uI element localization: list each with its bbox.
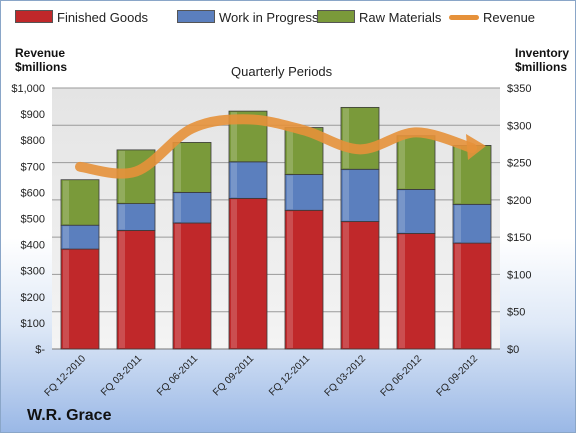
right-tick-label: $150 [507,232,531,244]
bar-raw [396,135,436,190]
legend-raw-materials: Raw Materials [317,10,441,25]
bar-finished [228,197,268,350]
right-axis-title: Inventory $millions [515,46,569,74]
x-tick-label: FQ 03-2011 [99,353,144,398]
bar-finished [284,209,324,350]
legend-finished-goods: Finished Goods [15,10,148,25]
bar-highlight [287,128,293,174]
bar-highlight [455,205,461,243]
bar-highlight [119,204,125,230]
bar-highlight [343,170,349,221]
x-tick-label: FQ 06-2012 [379,353,425,399]
right-tick-label: $250 [507,158,531,170]
x-tick-label: FQ 12-2010 [43,353,89,399]
company-name: W.R. Grace [27,407,112,424]
bar-highlight [399,190,405,233]
left-tick-label: $600 [21,187,45,199]
right-tick-label: $100 [507,269,531,281]
right-tick-label: $0 [507,344,519,356]
bar-finished [396,233,436,350]
bar-highlight [231,112,237,161]
bar-highlight [175,223,181,348]
bar-highlight [343,222,349,348]
legend-label-raw: Raw Materials [359,10,442,25]
bar-finished [116,230,156,350]
bar-wip [452,203,492,244]
bar-finished [340,221,380,350]
bar-highlight [175,143,181,192]
right-axis-title-line2: $millions [515,60,568,74]
right-tick-label: $50 [507,307,525,319]
bar-highlight [231,199,237,348]
plot-title: Quarterly Periods [231,64,333,79]
bar-raw [172,142,212,193]
bar-highlight [343,108,349,169]
x-tick-label: FQ 09-2011 [211,353,256,398]
revenue-line [75,114,477,179]
left-tick-label: $1,000 [11,83,45,95]
legend-revenue: Revenue [449,10,535,25]
bar-highlight [119,231,125,348]
right-tick-label: $200 [507,195,531,207]
bar-highlight [399,234,405,348]
left-tick-label: $500 [21,214,45,226]
left-tick-label: $100 [21,318,45,330]
bar-raw [60,179,100,226]
left-axis-title-line2: $millions [15,60,68,74]
right-axis-title-line1: Inventory [515,46,570,60]
x-tick-label: FQ 12-2011 [267,353,312,398]
left-tick-label: $400 [21,240,45,252]
bar-highlight [287,175,293,210]
bar-finished [172,222,212,350]
bar-finished [452,242,492,350]
left-axis-title-line1: Revenue [15,46,66,60]
x-tick-label: FQ 03-2012 [323,353,369,399]
bar-highlight [455,146,461,204]
legend-swatch-revenue [449,15,479,20]
left-tick-label: $300 [21,266,45,278]
bar-highlight [175,193,181,222]
bar-highlight [455,244,461,348]
left-axis-title: Revenue $millions [15,46,67,74]
bar-wip [284,174,324,211]
x-tick-label: FQ 09-2012 [435,353,481,399]
left-tick-label: $900 [21,109,45,121]
left-tick-label: $200 [21,292,45,304]
x-tick-label: FQ 06-2011 [155,353,200,398]
legend-swatch-raw [317,10,355,23]
left-tick-label: $800 [21,135,45,147]
right-tick-label: $300 [507,120,531,132]
bar-highlight [399,136,405,189]
legend-swatch-wip [177,10,215,23]
revenue-arrowhead [466,134,486,161]
legend-swatch-finished [15,10,53,23]
bar-highlight [63,180,69,225]
bar-highlight [63,226,69,249]
left-tick-label: $- [35,344,45,356]
bar-highlight [287,211,293,348]
bar-highlight [63,250,69,348]
bar-wip [116,203,156,231]
legend-label-revenue: Revenue [483,10,536,25]
bar-wip [228,161,268,199]
legend-label-finished: Finished Goods [57,10,149,25]
right-tick-label: $350 [507,83,531,95]
bar-highlight [231,162,237,198]
legend-label-wip: Work in Progress [219,10,319,25]
legend-work-in-progress: Work in Progress [177,10,318,25]
bar-raw [340,106,380,170]
left-tick-label: $700 [21,161,45,173]
